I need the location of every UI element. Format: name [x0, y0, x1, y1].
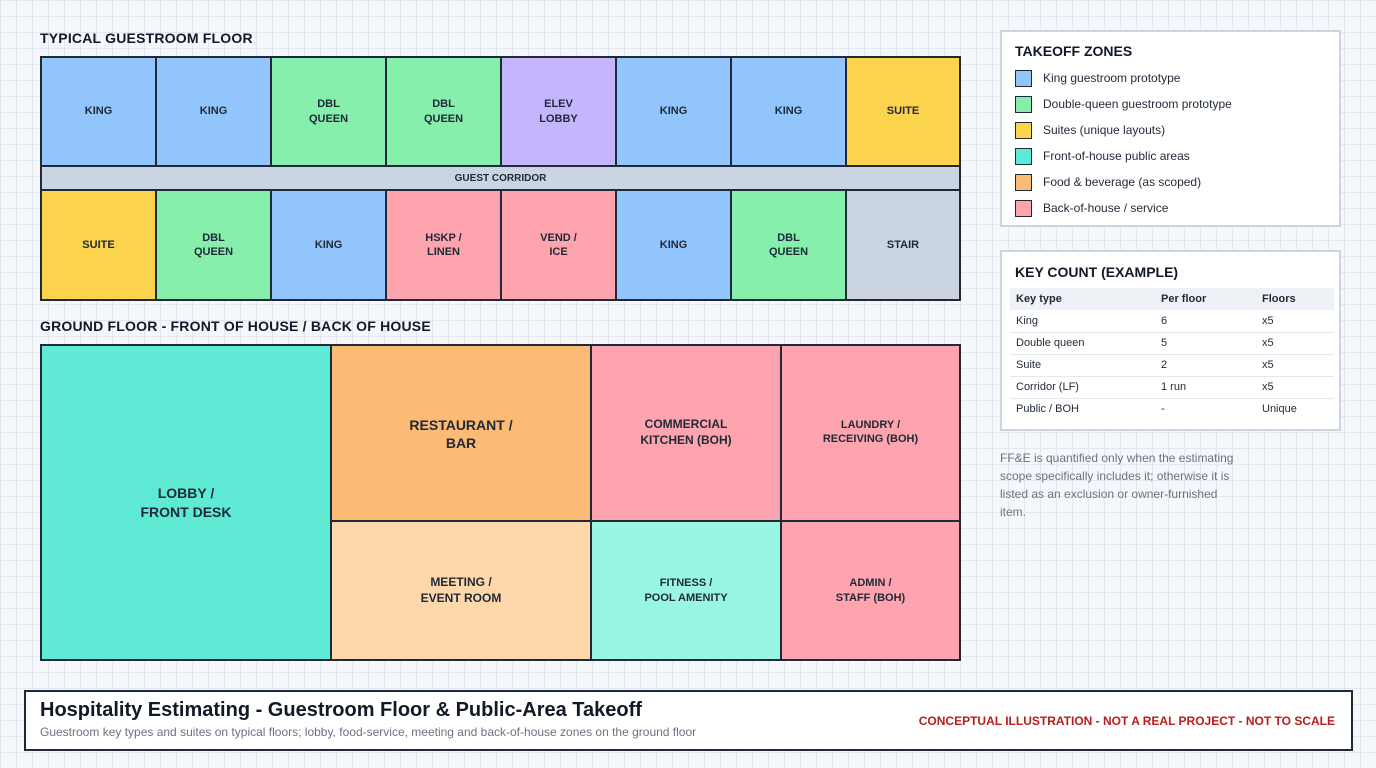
legend-label: Double-queen guestroom prototype [1043, 97, 1232, 111]
front-of-house-swatch [1015, 147, 1032, 165]
restaurant-bar[interactable]: RESTAURANT / BAR [330, 344, 592, 522]
table-row: Corridor (LF) 1 run x5 [1010, 376, 1334, 399]
key-type-cell: Corridor (LF) [1010, 376, 1155, 399]
legend-item: Suites (unique layouts) [1015, 121, 1165, 139]
per-floor-cell: 2 [1155, 354, 1256, 377]
room-double-queen[interactable]: DBL QUEEN [730, 189, 847, 301]
food-beverage-swatch [1015, 173, 1032, 191]
legend-item: Back-of-house / service [1015, 199, 1168, 217]
housekeeping-linen[interactable]: HSKP / LINEN [385, 189, 502, 301]
table-row: Public / BOH - Unique [1010, 398, 1334, 420]
legend-item: Front-of-house public areas [1015, 147, 1190, 165]
room-king[interactable]: KING [615, 189, 732, 301]
ground-floor-title: GROUND FLOOR - FRONT OF HOUSE / BACK OF … [40, 318, 431, 334]
legend-title: TAKEOFF ZONES [1015, 43, 1133, 59]
key-count-title: KEY COUNT (EXAMPLE) [1015, 264, 1179, 280]
room-king[interactable]: KING [155, 56, 272, 167]
vending-ice[interactable]: VEND / ICE [500, 189, 617, 301]
laundry-receiving[interactable]: LAUNDRY / RECEIVING (BOH) [780, 344, 961, 522]
key-type-cell: Double queen [1010, 332, 1155, 355]
per-floor-cell: 1 run [1155, 376, 1256, 399]
commercial-kitchen[interactable]: COMMERCIAL KITCHEN (BOH) [590, 344, 782, 522]
elevator-lobby[interactable]: ELEV LOBBY [500, 56, 617, 167]
room-king[interactable]: KING [40, 56, 157, 167]
double-queen-swatch [1015, 95, 1032, 113]
floors-cell: x5 [1256, 354, 1334, 377]
column-header: Key type [1010, 288, 1155, 310]
column-header: Per floor [1155, 288, 1256, 310]
legend-label: Front-of-house public areas [1043, 149, 1190, 163]
drawing-title: Hospitality Estimating - Guestroom Floor… [40, 699, 642, 721]
key-count-panel: KEY COUNT (EXAMPLE) Key type Per floor F… [1000, 250, 1341, 431]
suite-swatch [1015, 121, 1032, 139]
lobby-front-desk[interactable]: LOBBY / FRONT DESK [40, 344, 332, 661]
floors-cell: Unique [1262, 403, 1297, 416]
disclaimer: CONCEPTUAL ILLUSTRATION - NOT A REAL PRO… [918, 714, 1335, 728]
table-row: Double queen 5 x5 [1010, 332, 1334, 355]
guest-corridor[interactable]: GUEST CORRIDOR [40, 165, 961, 191]
legend-item: Double-queen guestroom prototype [1015, 95, 1232, 113]
fitness-pool-amenity[interactable]: FITNESS / POOL AMENITY [590, 520, 782, 661]
column-header: Floors [1256, 288, 1334, 310]
ffe-note: FF&E is quantified only when the estimat… [1000, 451, 1234, 519]
legend-label: Food & beverage (as scoped) [1043, 175, 1202, 189]
per-floor-cell: - [1161, 403, 1165, 416]
king-swatch [1015, 69, 1032, 87]
room-double-queen[interactable]: DBL QUEEN [155, 189, 272, 301]
floors-cell: x5 [1256, 376, 1334, 399]
room-king[interactable]: KING [730, 56, 847, 167]
key-type-cell: Suite [1010, 354, 1155, 377]
meeting-event-room[interactable]: MEETING / EVENT ROOM [330, 520, 592, 661]
drawing-subtitle: Guestroom key types and suites on typica… [40, 725, 697, 739]
legend-label: Suites (unique layouts) [1043, 123, 1166, 137]
legend-label: King guestroom prototype [1043, 71, 1181, 85]
room-double-queen[interactable]: DBL QUEEN [270, 56, 387, 167]
floors-cell: x5 [1256, 310, 1334, 333]
legend-item: King guestroom prototype [1015, 69, 1180, 87]
room-suite[interactable]: SUITE [40, 189, 157, 301]
title-block: Hospitality Estimating - Guestroom Floor… [24, 690, 1353, 751]
key-type-cell: Public / BOH [1016, 403, 1079, 416]
room-suite[interactable]: SUITE [845, 56, 961, 167]
legend-item: Food & beverage (as scoped) [1015, 173, 1201, 191]
back-of-house-swatch [1015, 199, 1032, 217]
stair[interactable]: STAIR [845, 189, 961, 301]
key-count-table: Key type Per floor Floors King 6 x5 Doub… [1010, 288, 1334, 420]
room-king[interactable]: KING [270, 189, 387, 301]
key-type-cell: King [1010, 310, 1155, 333]
per-floor-cell: 6 [1155, 310, 1256, 333]
per-floor-cell: 5 [1155, 332, 1256, 355]
table-row: King 6 x5 [1010, 310, 1334, 333]
table-header-row: Key type Per floor Floors [1010, 288, 1334, 310]
guestroom-floor-title: TYPICAL GUESTROOM FLOOR [40, 30, 253, 46]
room-king[interactable]: KING [615, 56, 732, 167]
admin-staff[interactable]: ADMIN / STAFF (BOH) [780, 520, 961, 661]
legend-label: Back-of-house / service [1043, 201, 1169, 215]
table-row: Suite 2 x5 [1010, 354, 1334, 377]
floors-cell: x5 [1256, 332, 1334, 355]
legend-panel: TAKEOFF ZONES King guestroom prototype D… [1000, 30, 1341, 227]
room-double-queen[interactable]: DBL QUEEN [385, 56, 502, 167]
